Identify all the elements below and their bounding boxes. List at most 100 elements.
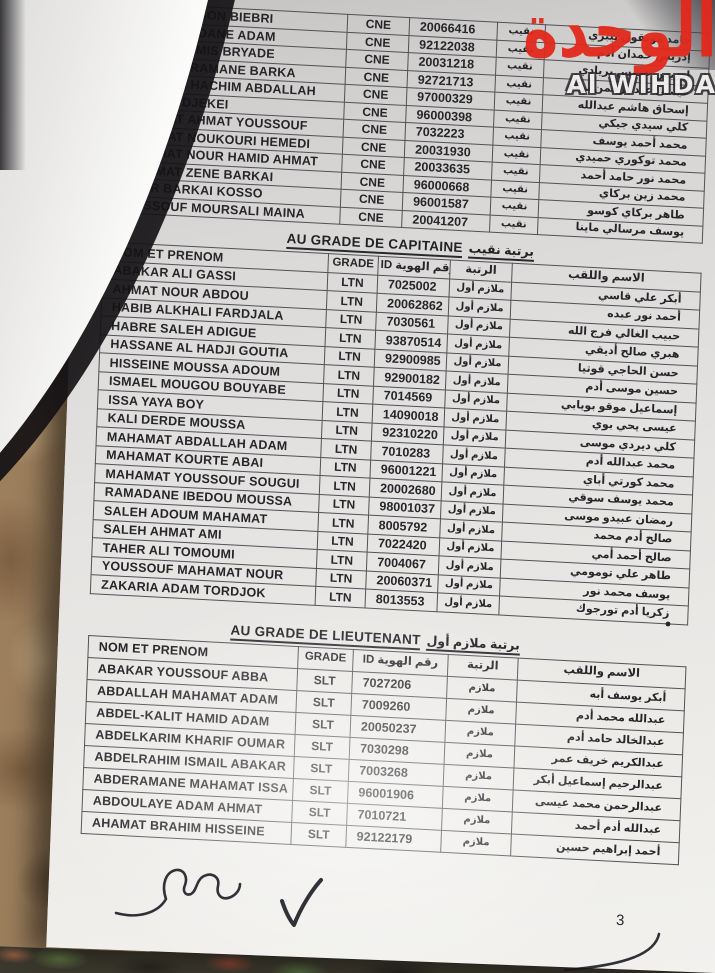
cell-id: 8013553: [365, 589, 438, 612]
cell-grade: LTN: [320, 438, 372, 460]
cell-name-ar: عبدالكريم خريف عمر: [513, 745, 683, 777]
cell-id: 96001906: [347, 780, 444, 808]
cell-grade: SLT: [295, 690, 352, 715]
cell-rank-ar: نقيب: [494, 74, 544, 95]
cell-rank-ar: نقيب: [496, 22, 546, 43]
table-row: RAMADANE IBEDOU MOUSSA LTN 98001037 ملازم أ…: [93, 482, 692, 532]
cell-name-fr: MAHAMAT ABDALLAH ADAM: [96, 426, 322, 458]
cell-name-ar: طاهر علي تومومي: [500, 559, 690, 588]
cell-id: 14090018: [372, 404, 445, 427]
cell-grade: CNE: [347, 14, 410, 36]
cell-name-fr: MAHAMAT KOURTE ABAI: [95, 445, 321, 476]
cell-name-ar: أبكر علي قاسي: [510, 281, 701, 311]
cell-name-fr: ISMAEL MOUGOU BOUYABE: [98, 371, 324, 402]
cell-rank-ar: نقيب: [489, 214, 539, 235]
cell-rank-ar: ملازم: [444, 741, 515, 768]
cell-rank-ar: ملازم أول: [437, 574, 501, 597]
cell-grade: CNE: [346, 31, 410, 53]
table-row: AHAMAT BRAHIM HISSEINE SLT 92122179 ملازم أح…: [81, 810, 680, 865]
cell-rank-ar: ملازم أول: [446, 352, 509, 375]
table-row: ISMAEL MOUGOU BOUYABE LTN 7014569 ملازم أول…: [98, 371, 697, 422]
cell-id: 20066416: [409, 17, 498, 40]
cell-grade: CNE: [345, 66, 408, 88]
table-row: HASSANE AL HADJI GOUTIA LTN 92900985 ملازم …: [99, 334, 698, 385]
cell-name-ar: كلي سيدي جيكي: [541, 112, 707, 139]
cell-grade: LTN: [322, 401, 373, 423]
cell-rank-ar: ملازم أول: [436, 592, 500, 615]
cell-name-fr: ABDALLAH MAHAMAT ADAM: [86, 679, 297, 713]
cell-name-fr: AHAMAT BRAHIM HISSEINE: [81, 810, 292, 844]
cell-grade: LTN: [322, 383, 374, 405]
cell-id: 8005792: [367, 515, 441, 538]
cell-name-ar: يوسف محمد نور: [499, 577, 690, 606]
cell-name-fr: HABIB ALKHALI FARDJALA: [101, 297, 327, 328]
col-header-arabic-name: الاسم واللقب: [517, 657, 686, 689]
cell-rank-ar: ملازم أول: [445, 370, 509, 393]
cell-id: 7027206: [351, 670, 448, 698]
cell-rank-ar: ملازم أول: [441, 463, 505, 486]
cell-rank-ar: ملازم أول: [444, 389, 508, 412]
cell-rank-ar: نقيب: [490, 179, 540, 200]
cell-name-ar: طاهر بركاي كوسو: [538, 199, 704, 226]
cell-id: 7025002: [377, 274, 450, 298]
cell-name-ar: عبدالرحيم إسماعيل أبكر: [513, 767, 682, 799]
cell-name-ar: حسن الحاجي قوتيا: [508, 355, 698, 385]
cell-name-fr: HISSEINE MOUSSA ADOUM: [98, 352, 325, 384]
cell-id: 7010721: [346, 802, 443, 830]
cell-name-fr: ZAKARIA ADAM TORDJOK: [90, 574, 316, 605]
cell-grade: LTN: [325, 327, 376, 349]
cell-name-ar: حسين موسى أدم: [507, 374, 697, 403]
cell-name-ar: عبدالرحمن محمد عيسى: [512, 789, 681, 821]
cell-name-ar: أحمد إبراهيم حسين: [510, 833, 680, 865]
cell-grade: CNE: [341, 154, 405, 175]
cell-rank-ar: نقيب: [496, 39, 545, 60]
cell-name-fr: RAMADANE IBEDOU MOUSSA: [93, 482, 320, 513]
cell-grade: CNE: [339, 206, 403, 228]
cell-id: 7010283: [370, 441, 444, 464]
table-row: MAHAMAT NOUR HAMID AHMAT CNE 20033635 نقيب م…: [107, 141, 705, 191]
cell-id: 92122038: [408, 35, 497, 58]
cell-id: 7030298: [349, 736, 445, 764]
lieutenant-grade-table: NOM ET PRENOM GRADE ID رقم الهوية الرتبة الا…: [81, 635, 687, 865]
cell-name-ar: محمد كورتي أباي: [503, 466, 694, 496]
table-row: ABAKAR YOUSSOUF ABBA SLT 7027206 ملازم أبكر …: [87, 657, 686, 711]
cell-id: 20031218: [407, 52, 497, 75]
table-row: ZAKARIA ADAM TORDJOK LTN 8013553 ملازم أول ز…: [90, 574, 689, 625]
cell-rank-ar: ملازم أول: [440, 500, 504, 523]
cell-rank-ar: ملازم: [442, 785, 514, 812]
table-row: SALEH AHMAT AMI LTN 7022420 ملازم أول صالح أ…: [92, 519, 691, 569]
section-title-lieutenant: AU GRADE DE LIEUTENANT برتبة ملازم أول: [58, 612, 715, 667]
cell-name-fr: TAHER ALI TOMOUMI: [91, 537, 318, 568]
cell-name-ar: محمد زين بركاي: [538, 182, 705, 209]
cell-id: 92310220: [371, 422, 445, 445]
table-row: HISSEINE MOUSSA ADOUM LTN 92900182 ملازم أو…: [98, 352, 697, 403]
cell-id: 96001221: [369, 459, 443, 482]
cell-name-ar: رمضان عبيدو موسى: [502, 503, 692, 532]
cell-rank-ar: ملازم أول: [438, 555, 501, 578]
table-row: ABDALLAH MAHAMAT ADAM SLT 7009260 ملازم عبدا…: [86, 679, 685, 733]
cell-grade: LTN: [326, 290, 378, 312]
cell-grade: LTN: [317, 530, 368, 553]
cell-id: 92721713: [406, 70, 496, 93]
cell-grade: LTN: [325, 309, 377, 331]
cell-id: 20060371: [365, 570, 439, 593]
cell-rank-ar: ملازم أول: [448, 278, 512, 301]
cell-name-fr: ISSA YAYA BOY: [97, 389, 323, 421]
cell-grade: LTN: [321, 420, 373, 442]
cell-grade: LTN: [315, 586, 366, 608]
cell-name-ar: محمد توكوري حميدي: [540, 147, 706, 174]
table-row: HABIB ALKHALI FARDJALA LTN 7030561 ملازم أو…: [101, 297, 699, 348]
cell-grade: LTN: [317, 512, 369, 534]
cell-rank-ar: نقيب: [492, 144, 541, 165]
cell-grade: SLT: [292, 777, 349, 803]
cell-grade: CNE: [340, 189, 403, 210]
cell-rank-ar: نقيب: [492, 127, 542, 148]
table-row: YOUSSOUF MOURSALI MAINA CNE 20041207 نقيب يو…: [105, 194, 703, 244]
col-header-rank-ar: الرتبة: [447, 653, 519, 680]
cell-grade: SLT: [294, 734, 351, 759]
cell-id: 20062862: [376, 293, 449, 316]
cell-name-fr: ABDERAMANE MAHAMAT ISSA: [82, 766, 294, 800]
cell-rank-ar: نقيب: [491, 162, 541, 183]
cell-name-ar: عبدالله محمد أدم: [515, 701, 685, 733]
cell-id: 98001037: [368, 496, 442, 519]
